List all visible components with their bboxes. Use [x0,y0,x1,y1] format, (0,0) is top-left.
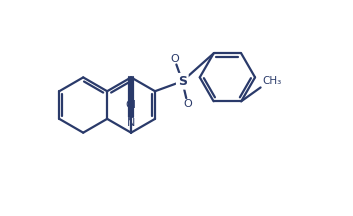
Text: CH₃: CH₃ [263,76,282,86]
Text: O: O [170,54,179,64]
Text: N: N [127,118,135,128]
Text: S: S [178,75,187,88]
Text: O: O [184,99,193,109]
Text: Cl: Cl [126,100,137,110]
